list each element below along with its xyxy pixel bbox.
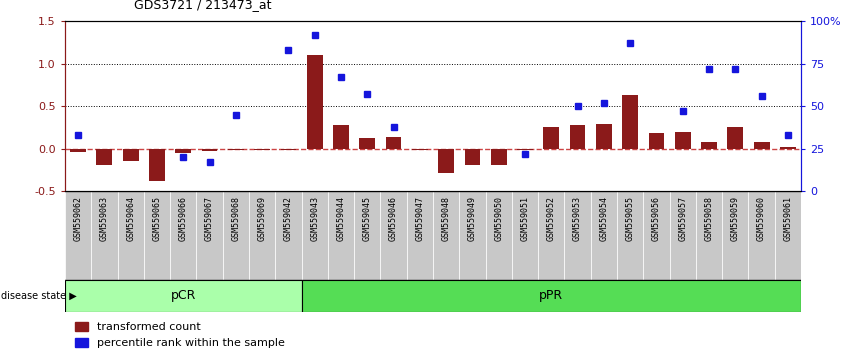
Bar: [170, 191, 197, 280]
Bar: [433, 191, 459, 280]
Bar: [197, 191, 223, 280]
Text: GSM559052: GSM559052: [546, 196, 556, 241]
Bar: [696, 191, 722, 280]
Legend: transformed count, percentile rank within the sample: transformed count, percentile rank withi…: [70, 317, 289, 353]
Bar: [669, 191, 696, 280]
Bar: [380, 191, 407, 280]
Text: GSM559050: GSM559050: [494, 196, 503, 241]
Text: GSM559067: GSM559067: [205, 196, 214, 241]
Bar: [144, 191, 170, 280]
Bar: [512, 191, 538, 280]
Text: GSM559058: GSM559058: [705, 196, 714, 241]
Text: GSM559069: GSM559069: [257, 196, 267, 241]
Bar: [591, 191, 617, 280]
Bar: [643, 191, 669, 280]
Bar: [359, 138, 375, 149]
Text: GSM559045: GSM559045: [363, 196, 372, 241]
Bar: [701, 142, 717, 149]
Text: GSM559046: GSM559046: [389, 196, 398, 241]
Text: GSM559064: GSM559064: [126, 196, 135, 241]
Text: GSM559061: GSM559061: [784, 196, 792, 241]
Bar: [753, 142, 770, 149]
Bar: [65, 191, 91, 280]
Bar: [333, 125, 349, 149]
Bar: [459, 191, 486, 280]
Text: GSM559060: GSM559060: [757, 196, 766, 241]
Text: GSM559042: GSM559042: [284, 196, 293, 241]
Text: GSM559049: GSM559049: [468, 196, 477, 241]
Bar: [727, 127, 743, 149]
Bar: [202, 149, 217, 151]
Bar: [175, 149, 191, 153]
Text: GSM559056: GSM559056: [652, 196, 661, 241]
Text: GSM559044: GSM559044: [337, 196, 346, 241]
Bar: [407, 191, 433, 280]
Bar: [149, 149, 165, 181]
Bar: [491, 149, 507, 165]
Bar: [307, 55, 322, 149]
Bar: [596, 124, 611, 149]
Bar: [617, 191, 643, 280]
Text: GSM559054: GSM559054: [599, 196, 609, 241]
Text: pCR: pCR: [171, 289, 196, 302]
Bar: [65, 280, 301, 312]
Bar: [748, 191, 775, 280]
Bar: [328, 191, 354, 280]
Bar: [281, 149, 296, 150]
Bar: [722, 191, 748, 280]
Bar: [623, 95, 638, 149]
Bar: [223, 191, 249, 280]
Bar: [275, 191, 301, 280]
Text: GSM559043: GSM559043: [310, 196, 320, 241]
Text: pPR: pPR: [540, 289, 564, 302]
Bar: [301, 191, 328, 280]
Bar: [544, 127, 559, 149]
Text: GSM559055: GSM559055: [625, 196, 635, 241]
Text: GDS3721 / 213473_at: GDS3721 / 213473_at: [134, 0, 272, 11]
Text: GSM559057: GSM559057: [678, 196, 688, 241]
Bar: [118, 191, 144, 280]
Bar: [464, 149, 481, 165]
Bar: [249, 191, 275, 280]
Bar: [486, 191, 512, 280]
Text: GSM559062: GSM559062: [74, 196, 82, 241]
Text: GSM559063: GSM559063: [100, 196, 109, 241]
Bar: [538, 191, 565, 280]
Bar: [438, 149, 454, 173]
Bar: [91, 191, 118, 280]
Bar: [412, 149, 428, 150]
Bar: [354, 191, 380, 280]
Text: disease state ▶: disease state ▶: [1, 291, 76, 301]
Bar: [565, 191, 591, 280]
Bar: [70, 149, 86, 152]
Text: GSM559065: GSM559065: [152, 196, 161, 241]
Bar: [675, 132, 691, 149]
Bar: [385, 137, 402, 149]
Text: GSM559047: GSM559047: [416, 196, 424, 241]
Bar: [301, 280, 801, 312]
Bar: [228, 149, 243, 150]
Bar: [649, 133, 664, 149]
Bar: [123, 149, 139, 161]
Text: GSM559051: GSM559051: [520, 196, 529, 241]
Text: GSM559053: GSM559053: [573, 196, 582, 241]
Bar: [96, 149, 113, 165]
Bar: [780, 147, 796, 149]
Text: GSM559068: GSM559068: [231, 196, 241, 241]
Bar: [775, 191, 801, 280]
Bar: [570, 125, 585, 149]
Text: GSM559059: GSM559059: [731, 196, 740, 241]
Text: GSM559048: GSM559048: [442, 196, 450, 241]
Text: GSM559066: GSM559066: [178, 196, 188, 241]
